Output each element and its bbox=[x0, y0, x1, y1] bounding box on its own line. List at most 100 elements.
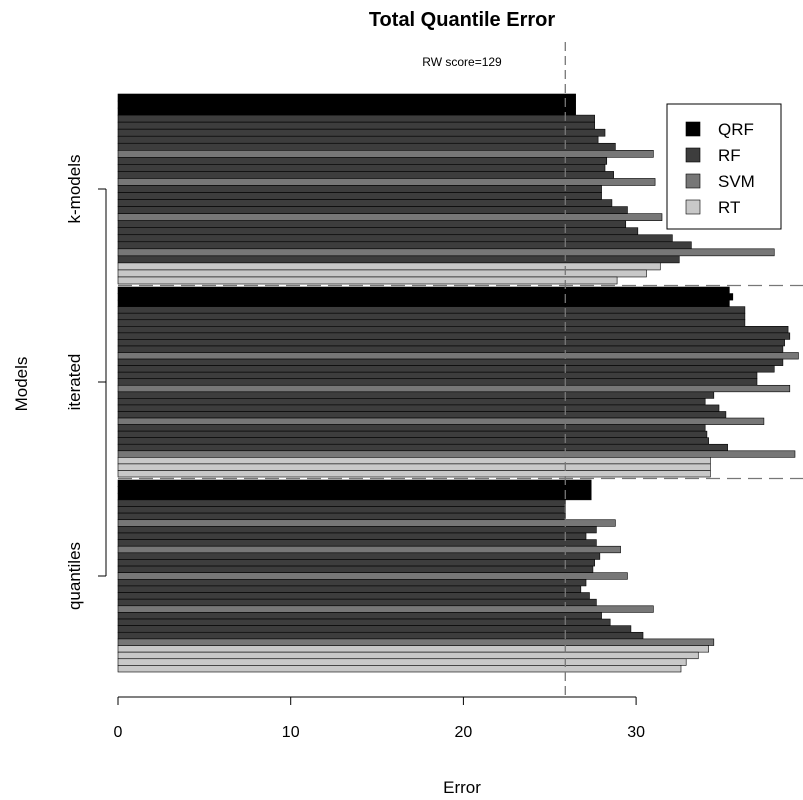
bar-quantiles-svm-10 bbox=[117, 545, 621, 554]
bar-quantiles-rf-20 bbox=[117, 612, 602, 620]
legend-swatch-rf bbox=[685, 147, 701, 163]
bar-k-models-qrf-1 bbox=[117, 100, 576, 109]
x-tick-label-20: 20 bbox=[455, 724, 473, 741]
bar-k-models-rf-16 bbox=[117, 206, 628, 214]
bar-iterated-rf-14 bbox=[117, 378, 758, 386]
bar-quantiles-rf-16 bbox=[117, 585, 582, 593]
legend-label-qrf: QRF bbox=[718, 120, 754, 139]
group-separators bbox=[118, 284, 803, 480]
bar-iterated-rf-12 bbox=[117, 365, 775, 373]
bar-quantiles-rt-25 bbox=[117, 645, 709, 653]
bar-quantiles-rf-5 bbox=[117, 512, 566, 521]
bar-iterated-rf-21 bbox=[117, 424, 706, 432]
y-axis: k-models iterated quantiles bbox=[65, 155, 107, 610]
bar-iterated-qrf-0 bbox=[117, 286, 730, 294]
bar-quantiles-rf-21 bbox=[117, 618, 611, 626]
bar-k-models-rf-14 bbox=[117, 192, 602, 200]
x-axis: 0 10 20 30 bbox=[114, 696, 645, 741]
bar-iterated-rf-19 bbox=[117, 411, 727, 419]
bar-k-models-qrf-0 bbox=[117, 93, 576, 102]
chart-title: Total Quantile Error bbox=[369, 9, 556, 31]
x-tick-label-10: 10 bbox=[282, 724, 300, 741]
bar-quantiles-rf-9 bbox=[117, 539, 597, 547]
bar-iterated-rf-24 bbox=[117, 443, 728, 452]
bar-iterated-rf-7 bbox=[117, 332, 791, 340]
bar-k-models-rf-10 bbox=[117, 164, 606, 172]
bar-quantiles-svm-6 bbox=[117, 519, 616, 527]
bar-quantiles-rf-4 bbox=[117, 506, 566, 514]
bar-quantiles-svm-14 bbox=[117, 572, 628, 580]
bar-quantiles-rf-7 bbox=[117, 526, 597, 534]
bar-iterated-rf-8 bbox=[117, 339, 785, 347]
bar-iterated-rf-11 bbox=[117, 358, 784, 366]
bar-iterated-rt-27 bbox=[117, 463, 711, 471]
bar-quantiles-qrf-2 bbox=[117, 492, 592, 501]
bar-iterated-rf-18 bbox=[117, 404, 720, 412]
x-tick-label-0: 0 bbox=[114, 724, 123, 741]
bar-iterated-rt-26 bbox=[117, 457, 711, 465]
bar-k-models-rt-25 bbox=[117, 269, 647, 278]
bar-quantiles-rf-12 bbox=[117, 559, 595, 567]
bar-iterated-rf-4 bbox=[117, 312, 746, 321]
legend-label-svm: SVM bbox=[718, 172, 755, 191]
bar-iterated-rf-22 bbox=[117, 430, 708, 438]
bar-quantiles-rf-3 bbox=[117, 499, 566, 507]
bar-iterated-rf-13 bbox=[117, 371, 758, 380]
bar-k-models-svm-12 bbox=[117, 178, 656, 186]
bar-k-models-svm-17 bbox=[117, 213, 663, 221]
bar-iterated-qrf-2 bbox=[117, 299, 730, 307]
bar-iterated-rf-16 bbox=[117, 391, 715, 399]
bar-quantiles-rt-26 bbox=[117, 651, 699, 660]
bar-quantiles-rt-28 bbox=[117, 665, 682, 673]
bar-k-models-rf-13 bbox=[117, 185, 602, 193]
bar-quantiles-svm-19 bbox=[117, 605, 654, 613]
bar-iterated-rt-28 bbox=[117, 470, 711, 478]
bar-iterated-rf-6 bbox=[117, 326, 789, 334]
bar-iterated-rf-3 bbox=[117, 306, 746, 314]
group-label-iterated: iterated bbox=[65, 354, 84, 411]
chart-subtitle: RW score=129 bbox=[422, 55, 502, 69]
bar-iterated-qrf-1 bbox=[117, 293, 734, 301]
bar-quantiles-qrf-1 bbox=[117, 486, 592, 494]
legend-label-rt: RT bbox=[718, 198, 740, 217]
bar-iterated-rf-23 bbox=[117, 437, 709, 445]
bar-quantiles-rf-23 bbox=[117, 631, 644, 640]
bar-k-models-svm-8 bbox=[117, 150, 654, 158]
bar-quantiles-rf-22 bbox=[117, 625, 632, 633]
x-axis-label: Error bbox=[443, 778, 481, 797]
bar-k-models-rf-21 bbox=[117, 241, 692, 250]
bar-k-models-rt-24 bbox=[117, 262, 661, 271]
bar-quantiles-svm-24 bbox=[117, 638, 715, 646]
bar-iterated-svm-10 bbox=[117, 352, 799, 360]
legend-label-rf: RF bbox=[718, 146, 741, 165]
bar-quantiles-rf-11 bbox=[117, 552, 601, 560]
bar-k-models-rf-23 bbox=[117, 255, 680, 264]
legend-swatch-rt bbox=[685, 199, 701, 215]
bar-k-models-rf-3 bbox=[117, 114, 595, 123]
bar-iterated-svm-15 bbox=[117, 384, 791, 393]
bar-iterated-svm-25 bbox=[117, 450, 796, 458]
bar-k-models-rf-4 bbox=[117, 121, 595, 130]
bar-k-models-rf-9 bbox=[117, 157, 608, 165]
bar-quantiles-rt-27 bbox=[117, 658, 687, 666]
legend-swatch-qrf bbox=[685, 121, 701, 137]
bar-iterated-svm-20 bbox=[117, 417, 765, 425]
bar-k-models-rf-20 bbox=[117, 234, 673, 243]
bar-k-models-qrf-2 bbox=[117, 107, 576, 116]
bar-quantiles-rf-18 bbox=[117, 598, 597, 607]
bar-k-models-rf-15 bbox=[117, 199, 613, 207]
bar-iterated-rf-17 bbox=[117, 398, 706, 406]
bar-k-models-rf-5 bbox=[117, 128, 606, 137]
legend: QRF RF SVM RT bbox=[666, 103, 782, 230]
bar-iterated-rf-5 bbox=[117, 319, 746, 327]
group-label-quantiles: quantiles bbox=[65, 542, 84, 610]
bar-k-models-rt-26 bbox=[117, 276, 618, 285]
bar-quantiles-rf-17 bbox=[117, 592, 590, 600]
x-tick-label-30: 30 bbox=[627, 724, 645, 741]
bar-k-models-rf-19 bbox=[117, 227, 639, 236]
bar-quantiles-rf-8 bbox=[117, 532, 587, 540]
bars-layer bbox=[117, 93, 799, 673]
bar-k-models-svm-22 bbox=[117, 248, 775, 257]
legend-swatch-svm bbox=[685, 173, 701, 189]
